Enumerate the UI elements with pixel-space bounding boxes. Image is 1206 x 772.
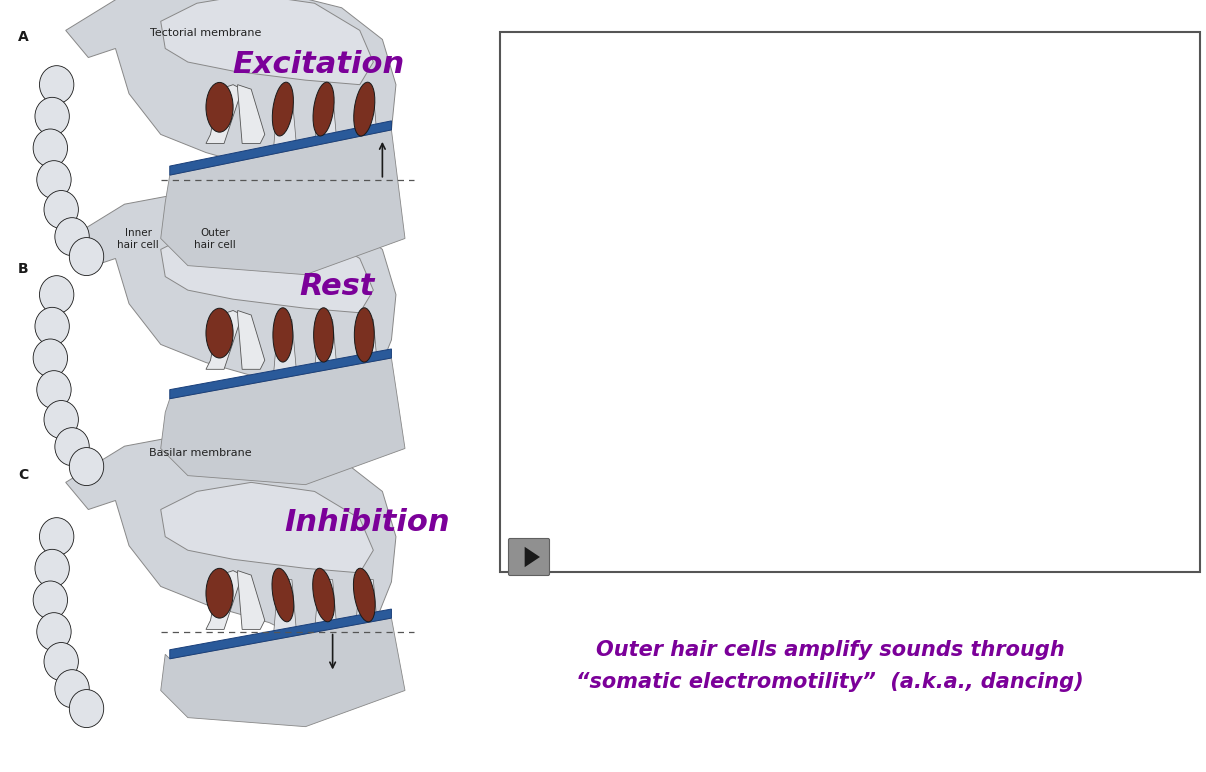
- Ellipse shape: [40, 66, 74, 103]
- Polygon shape: [170, 121, 392, 175]
- Polygon shape: [65, 432, 396, 659]
- Polygon shape: [274, 580, 297, 631]
- Text: Excitation: Excitation: [233, 50, 405, 79]
- Ellipse shape: [273, 568, 294, 621]
- Polygon shape: [206, 310, 242, 369]
- Polygon shape: [238, 310, 265, 369]
- Text: Basilar membrane: Basilar membrane: [148, 448, 251, 458]
- Ellipse shape: [54, 428, 89, 466]
- Bar: [500, 32, 1200, 572]
- Ellipse shape: [33, 339, 68, 377]
- Polygon shape: [160, 130, 405, 275]
- Polygon shape: [170, 609, 392, 659]
- FancyBboxPatch shape: [509, 539, 550, 575]
- Ellipse shape: [69, 448, 104, 486]
- Polygon shape: [238, 85, 265, 144]
- Text: Outer hair cells amplify sounds through: Outer hair cells amplify sounds through: [596, 640, 1065, 660]
- Polygon shape: [238, 571, 265, 629]
- Ellipse shape: [54, 218, 89, 256]
- Ellipse shape: [36, 371, 71, 408]
- Ellipse shape: [36, 161, 71, 198]
- Ellipse shape: [40, 276, 74, 313]
- Ellipse shape: [35, 97, 69, 135]
- Text: A: A: [18, 30, 29, 44]
- Ellipse shape: [54, 669, 89, 708]
- Ellipse shape: [35, 307, 69, 345]
- Polygon shape: [206, 85, 242, 144]
- Ellipse shape: [206, 83, 233, 132]
- Text: Rest: Rest: [299, 272, 375, 301]
- Ellipse shape: [353, 82, 375, 136]
- Polygon shape: [160, 618, 405, 726]
- Ellipse shape: [314, 82, 334, 136]
- Polygon shape: [315, 580, 338, 631]
- Ellipse shape: [36, 613, 71, 651]
- Ellipse shape: [273, 82, 293, 136]
- Ellipse shape: [314, 308, 334, 362]
- Ellipse shape: [43, 401, 78, 438]
- Polygon shape: [274, 320, 297, 371]
- Ellipse shape: [43, 191, 78, 229]
- Polygon shape: [315, 93, 338, 145]
- Polygon shape: [206, 571, 242, 629]
- Polygon shape: [160, 222, 374, 313]
- Polygon shape: [160, 0, 374, 85]
- Polygon shape: [274, 93, 297, 145]
- Ellipse shape: [69, 689, 104, 727]
- Polygon shape: [160, 358, 405, 485]
- Text: Outer
hair cell: Outer hair cell: [194, 228, 236, 249]
- Text: Inner
hair cell: Inner hair cell: [117, 228, 159, 249]
- Ellipse shape: [273, 308, 293, 362]
- Polygon shape: [525, 547, 540, 567]
- Polygon shape: [170, 349, 392, 398]
- Text: Inhibition: Inhibition: [285, 508, 450, 537]
- Ellipse shape: [33, 129, 68, 167]
- Polygon shape: [65, 191, 396, 417]
- Ellipse shape: [206, 308, 233, 358]
- Ellipse shape: [353, 568, 375, 621]
- Ellipse shape: [35, 550, 69, 587]
- Polygon shape: [65, 0, 396, 207]
- Polygon shape: [315, 320, 338, 371]
- Ellipse shape: [206, 568, 233, 618]
- Ellipse shape: [33, 581, 68, 619]
- Polygon shape: [356, 320, 377, 371]
- Polygon shape: [160, 482, 374, 573]
- Polygon shape: [356, 93, 377, 145]
- Ellipse shape: [40, 518, 74, 556]
- Text: Tectorial membrane: Tectorial membrane: [150, 28, 262, 38]
- Text: C: C: [18, 468, 28, 482]
- Text: B: B: [18, 262, 29, 276]
- Polygon shape: [356, 580, 377, 631]
- Ellipse shape: [43, 642, 78, 681]
- Text: “somatic electromotility”  (a.k.a., dancing): “somatic electromotility” (a.k.a., danci…: [576, 672, 1084, 692]
- Ellipse shape: [69, 238, 104, 276]
- Ellipse shape: [355, 308, 374, 362]
- Ellipse shape: [312, 568, 334, 621]
